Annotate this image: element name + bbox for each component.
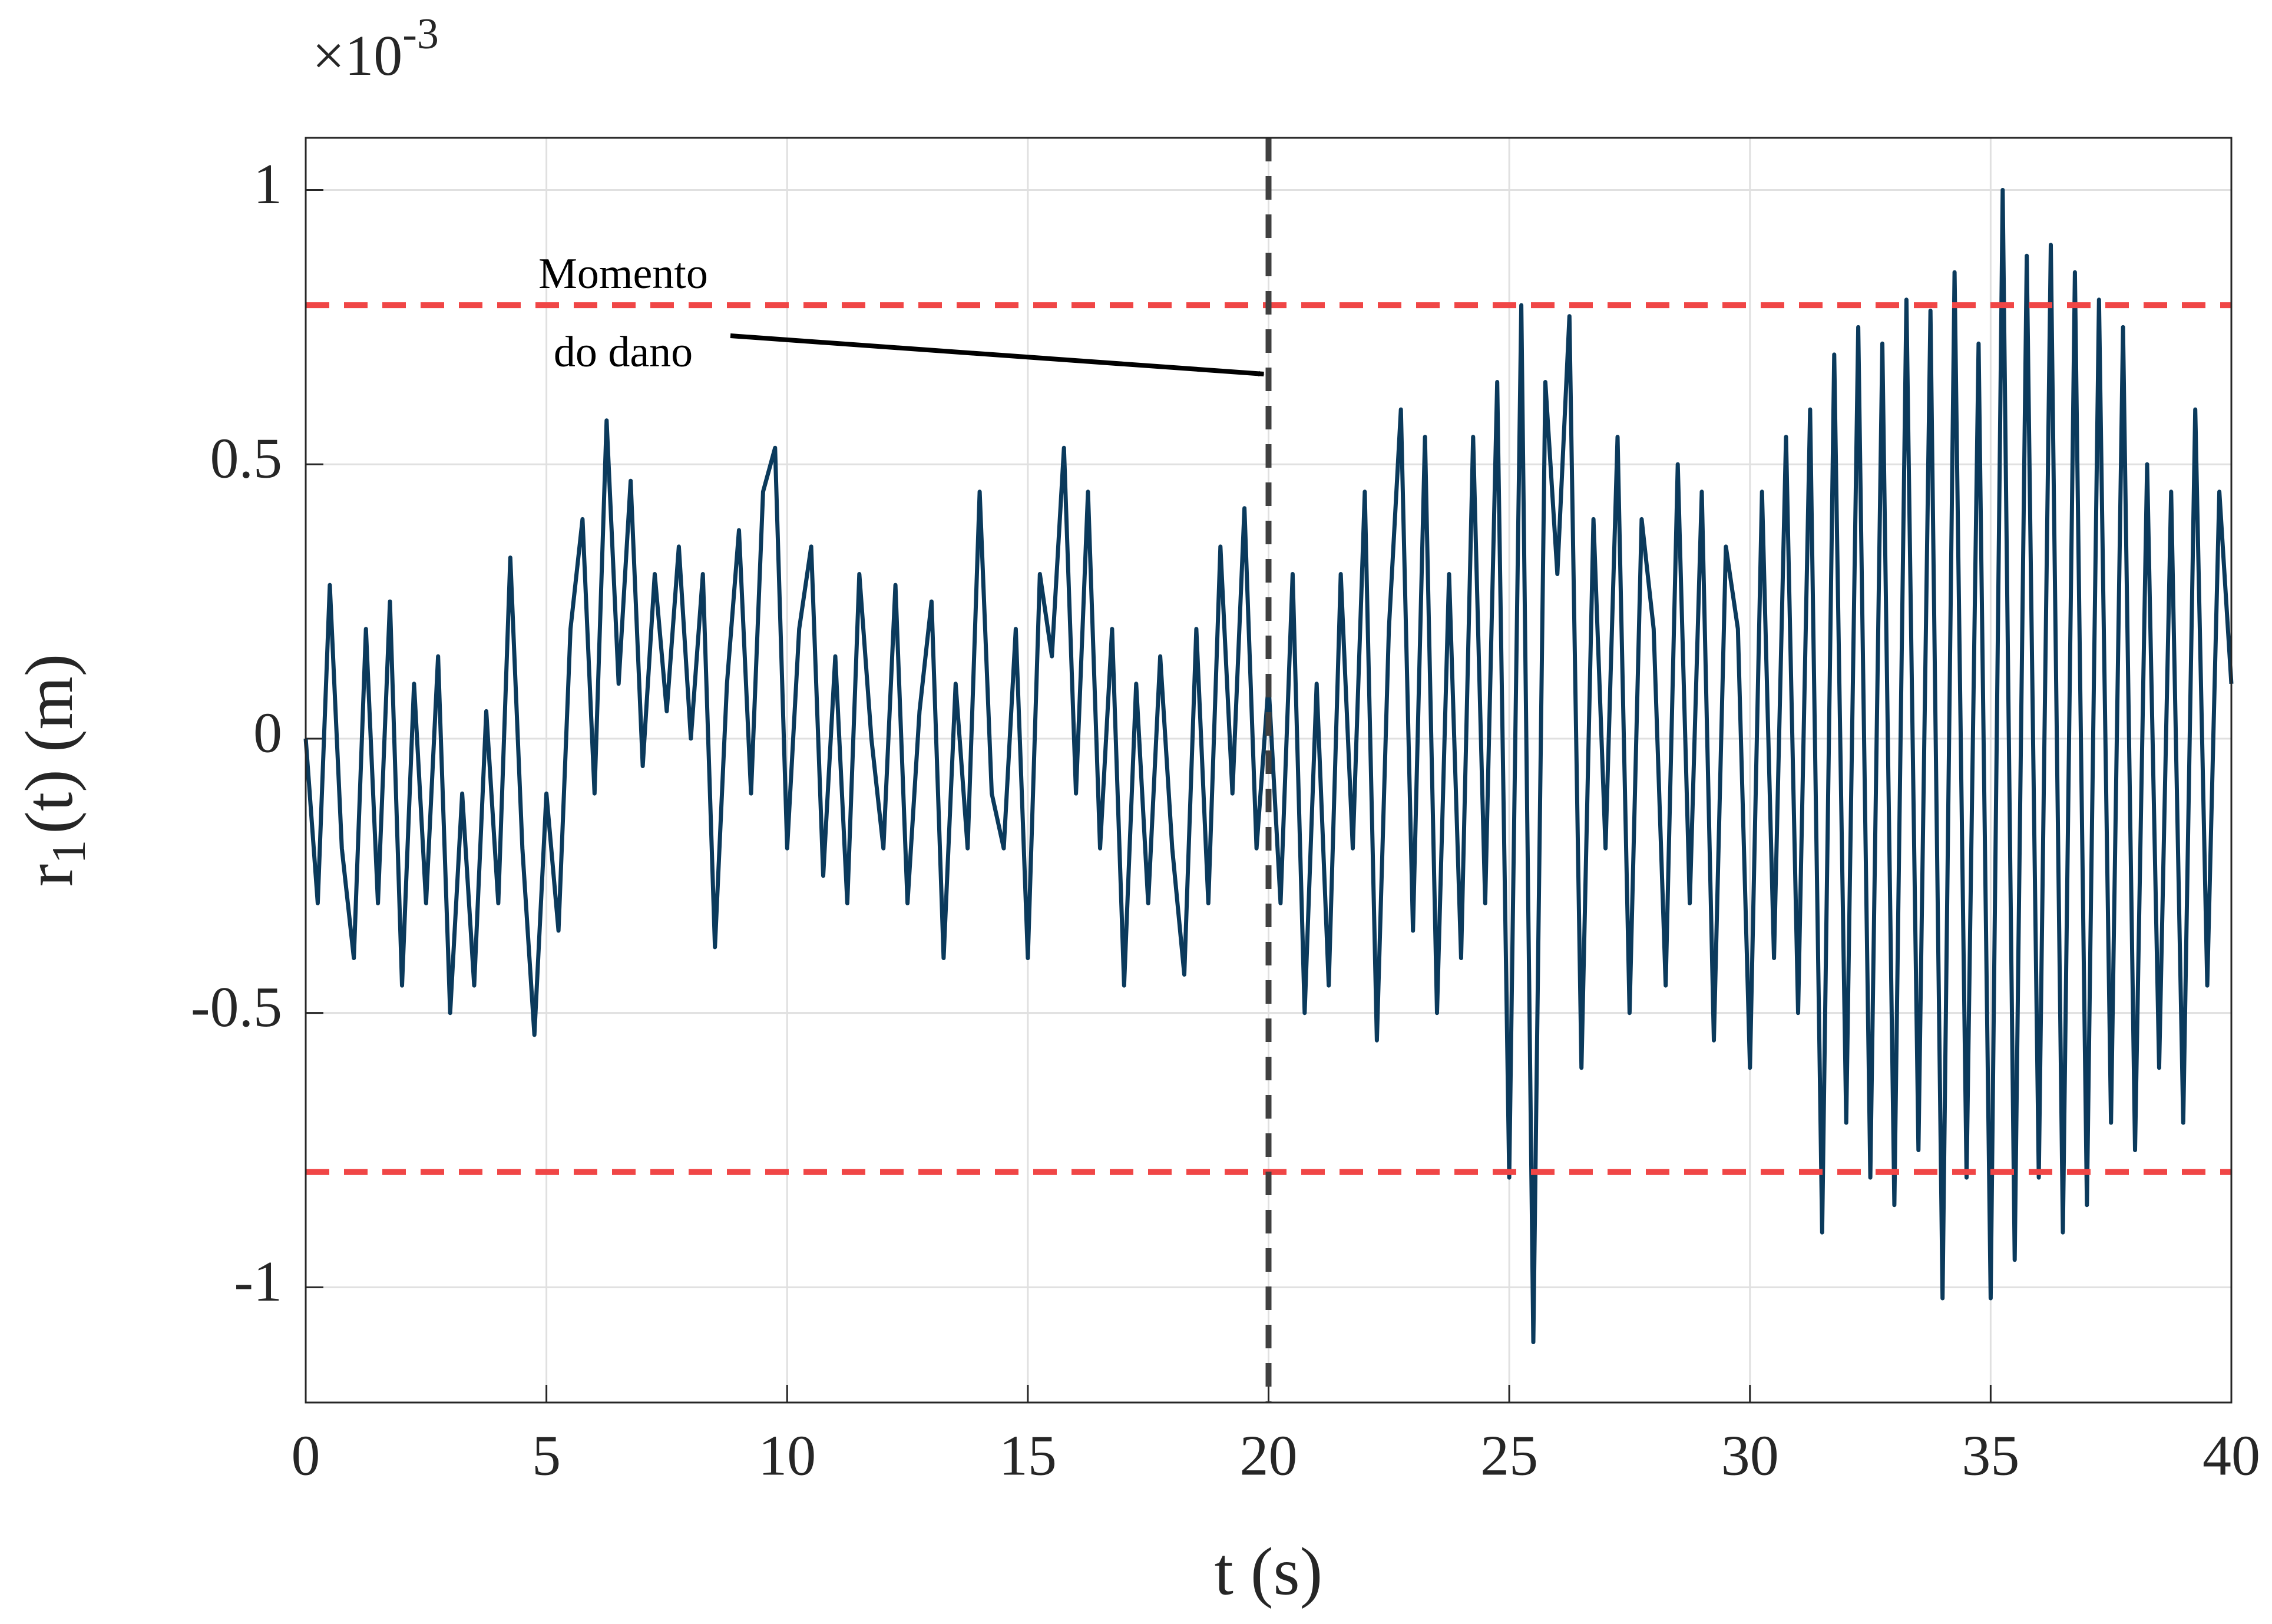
y-tick-label: -1 xyxy=(234,1250,282,1314)
y-axis-label: r1 (t) (m) xyxy=(12,654,95,887)
x-tick-label: 5 xyxy=(532,1424,561,1487)
y-axis-label-sub: 1 xyxy=(42,840,95,864)
x-tick-label: 10 xyxy=(758,1424,816,1487)
annotation-arrow xyxy=(730,333,1265,377)
annotation-text: do dano xyxy=(554,328,693,376)
plot-frame xyxy=(305,137,2233,1404)
y-tick-label: 0.5 xyxy=(210,427,283,491)
x-tick-label: 40 xyxy=(2202,1424,2260,1487)
x-tick-label: 20 xyxy=(1240,1424,1298,1487)
y-tick-label: 0 xyxy=(253,701,282,765)
x-tick-label: 30 xyxy=(1721,1424,1779,1487)
y-multiplier-base: ×10 xyxy=(312,24,402,88)
y-axis-label-rest: (t) (m) xyxy=(12,654,87,834)
x-tick-label: 35 xyxy=(1962,1424,2019,1487)
y-axis-label-main: r xyxy=(12,864,87,887)
y-tick-label: 1 xyxy=(253,153,282,216)
x-tick-label: 25 xyxy=(1480,1424,1538,1487)
annotation-text: Momento xyxy=(538,250,708,298)
x-tick-label: 15 xyxy=(999,1424,1057,1487)
y-multiplier-exponent: -3 xyxy=(402,10,439,58)
x-axis-label: t (s) xyxy=(1215,1534,1323,1610)
y-tick-label: -0.5 xyxy=(191,975,282,1039)
y-multiplier: ×10-3 xyxy=(312,10,439,88)
x-tick-label: 0 xyxy=(292,1424,320,1487)
